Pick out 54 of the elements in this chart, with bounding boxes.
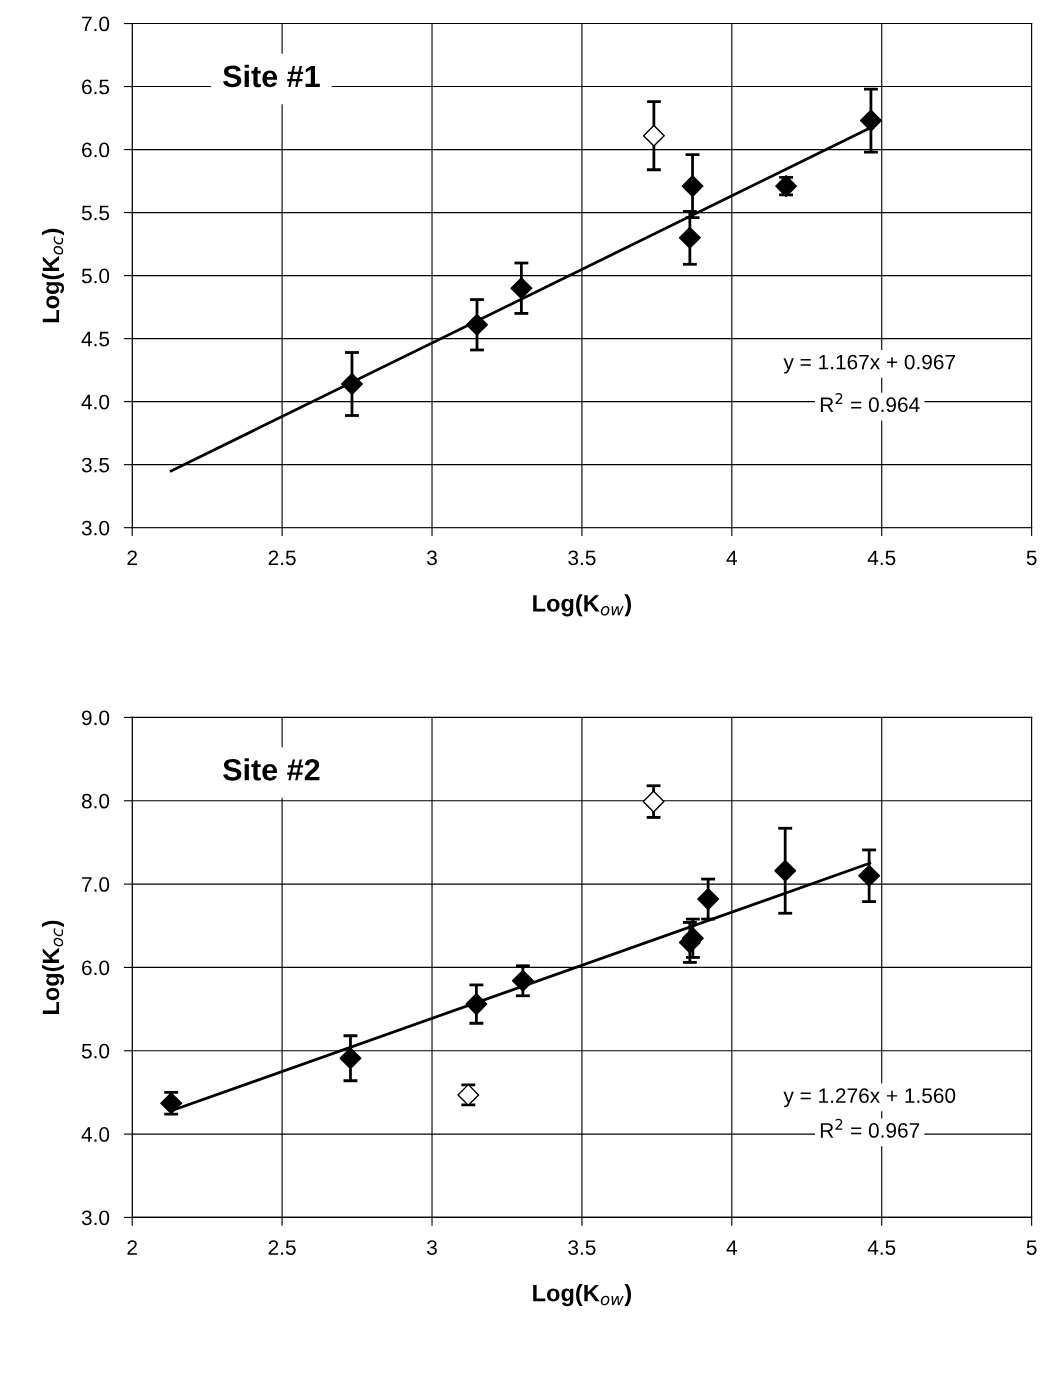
annotation: R$^{2}$ = 0.967 [820,1118,920,1138]
x-tick-label: 4 [726,1240,738,1255]
point [340,373,363,396]
point [510,277,533,300]
point [511,969,534,992]
y-tick-label: 5.5 [81,205,110,221]
x-tick-label: 4.5 [867,550,896,566]
annotation: R$^{2}$ = 0.964 [820,393,920,413]
x-axis-title: Log(K$_{ow}$) [533,1284,631,1307]
x-tick-label: 3 [427,1240,437,1255]
y-tick-label: 8.0 [81,793,110,809]
y-tick-label: 6.0 [82,960,110,976]
x-tick-label: 5 [1026,550,1037,566]
y-tick-label: 4.5 [81,331,110,347]
y-tick-label: 5.0 [81,268,110,284]
point [697,888,720,911]
annotation: y = 1.167x + 0.967 [783,354,955,374]
y-tick-label: 5.0 [81,1043,110,1059]
x-tick-label: 5 [1026,1240,1037,1255]
y-axis-title: Log(K$_{oc}$) [41,920,65,1015]
y-axis-title: Log(K$_{oc}$) [41,228,65,323]
y-tick-label: 6.0 [82,142,110,158]
annotation: y = 1.276x + 1.560 [783,1088,956,1108]
x-axis-title: Log(K$_{ow}$) [533,594,631,617]
y-tick-label: 3.0 [81,520,110,536]
point [681,175,704,198]
point [339,1047,362,1070]
y-tick-label: 9.0 [82,710,110,726]
y-tick-label: 7.0 [82,16,110,32]
y-tick-label: 7.0 [82,877,110,892]
text: Site #2 [223,758,320,781]
x-tick-label: 4.5 [867,1240,896,1255]
point [859,109,882,132]
x-tick-label: 2 [127,1240,137,1255]
x-tick-label: 2.5 [268,550,296,566]
y-tick-label: 3.5 [81,457,110,473]
y-tick-label: 3.0 [81,1210,110,1226]
point [774,859,797,882]
y-tick-label: 4.0 [81,394,110,410]
point [642,124,665,147]
point [642,790,665,813]
y-tick-label: 4.0 [81,1127,110,1142]
x-tick-label: 3.5 [568,1240,596,1255]
point [678,226,701,249]
point [465,993,488,1016]
point [465,313,488,336]
text: Site #1 [223,64,320,88]
x-tick-label: 2.5 [268,1240,296,1255]
point [858,864,881,887]
x-tick-label: 2 [127,550,137,565]
x-tick-label: 3.5 [568,550,596,566]
y-tick-label: 6.5 [82,79,110,95]
x-tick-label: 4 [726,550,738,565]
x-tick-label: 3 [427,550,437,566]
